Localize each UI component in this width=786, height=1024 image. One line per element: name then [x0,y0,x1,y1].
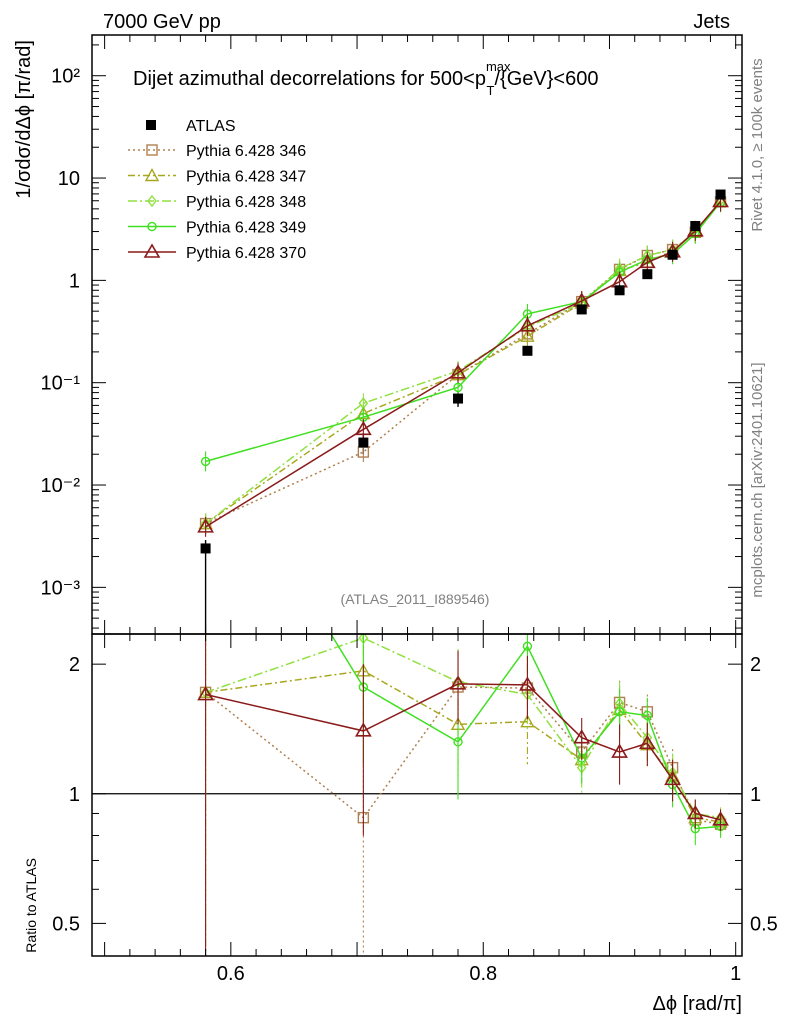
header-right: Jets [693,11,730,33]
series-point-c349 [453,382,463,393]
x-tick-label: 0.6 [217,963,245,985]
x-axis-title: Δϕ [rad/π] [653,993,743,1015]
ratio-y-tick-label-left: 1 [69,784,80,806]
ratio-point-c349 [453,737,463,747]
series-point-c370 [197,518,214,533]
legend-marker-atlas [146,120,156,130]
ratio-line-c370 [205,683,721,821]
atlas-point [576,304,587,315]
ratio-y-tick-label-right: 2 [750,654,761,676]
series-point-c370 [519,317,536,332]
ratio-panel-frame [91,633,743,957]
series-point-c370 [712,192,729,208]
top-y-tick-label: 10⁻¹ [41,373,81,395]
legend-marker-c348 [147,194,157,208]
ratio-line-c348 [205,637,721,819]
series-point-c347 [520,328,535,342]
x-tick-label: 1 [730,963,741,985]
legend-marker-c370 [143,243,161,258]
legend: ATLAS Pythia 6.428 346 Pythia 6.428 347 Pyt… [128,118,306,262]
atlas-point [358,437,369,448]
legend-label-c349: Pythia 6.428 349 [186,220,306,237]
ratio-point-c347 [520,714,535,728]
ratio-y-tick-label-right: 0.5 [750,913,778,935]
side-label-mcplots: mcplots.cern.ch [arXiv:2401.10621] [749,362,766,597]
series-point-c370 [638,253,656,269]
legend-label-c348: Pythia 6.428 348 [186,194,306,211]
ratio-y-tick-label-right: 1 [750,784,761,806]
atlas-point [453,393,464,404]
side-label-rivet: Rivet 4.1.0, ≥ 100k events [749,58,766,231]
atlas-point [614,285,625,296]
ratio-point-c349 [202,426,210,434]
ratio-point-c349 [614,707,625,717]
top-y-tick-label: 10² [51,66,80,88]
ratio-point-c370 [686,804,704,820]
atlas-point [715,189,726,200]
series-line-c349 [205,201,722,463]
atlas-point [200,543,211,554]
ratio-y-tick-label-left: 2 [69,654,80,676]
series-line-c370 [205,201,722,528]
legend-label-c346: Pythia 6.428 346 [186,143,306,160]
legend-marker-c347 [144,168,160,182]
ratio-point-c370 [638,734,656,750]
legend-label-c370: Pythia 6.428 370 [186,245,306,262]
atlas-point [642,269,653,280]
ratio-point-c370 [611,743,628,758]
ratio-y-axis-title: Ratio to ATLAS [23,858,39,953]
x-tick-label: 0.8 [469,963,497,985]
atlas-point [667,249,678,260]
atlas-point [690,220,701,231]
ratio-line-c349 [329,634,721,830]
ratio-point-c349 [642,710,653,721]
series-point-c370 [354,420,372,436]
legend-label-atlas: ATLAS [186,118,236,135]
top-y-tick-label: 10 [58,168,80,190]
top-y-tick-label: 10⁻² [41,475,81,497]
legend-label-c347: Pythia 6.428 347 [186,169,306,186]
analysis-watermark: (ATLAS_2011_I889546) [341,591,490,607]
legend-marker-c346 [146,144,158,156]
top-y-axis-title: 1/σdσ/dΔϕ [π/rad] [13,40,35,199]
ratio-point-c370 [664,770,681,786]
ratio-point-c349 [522,641,533,652]
legend-marker-c349 [147,221,157,232]
ratio-point-c370 [573,729,591,744]
chart-title: Dijet azimuthal decorrelations for 500<p… [133,59,598,98]
series-point-c349 [200,456,211,467]
series-point-c370 [449,364,467,379]
ratio-line-c346 [205,686,721,825]
ratio-point-c370 [449,675,467,690]
ratio-point-c370 [197,685,214,701]
atlas-point [522,345,533,356]
header-left: 7000 GeV pp [103,11,221,33]
top-y-tick-label: 10⁻³ [41,577,81,599]
ratio-point-c370 [519,676,536,691]
ratio-point-c370 [712,811,729,826]
ratio-y-tick-label-left: 0.5 [52,913,80,935]
top-y-tick-label: 1 [69,270,80,292]
ratio-point-c370 [354,722,372,737]
